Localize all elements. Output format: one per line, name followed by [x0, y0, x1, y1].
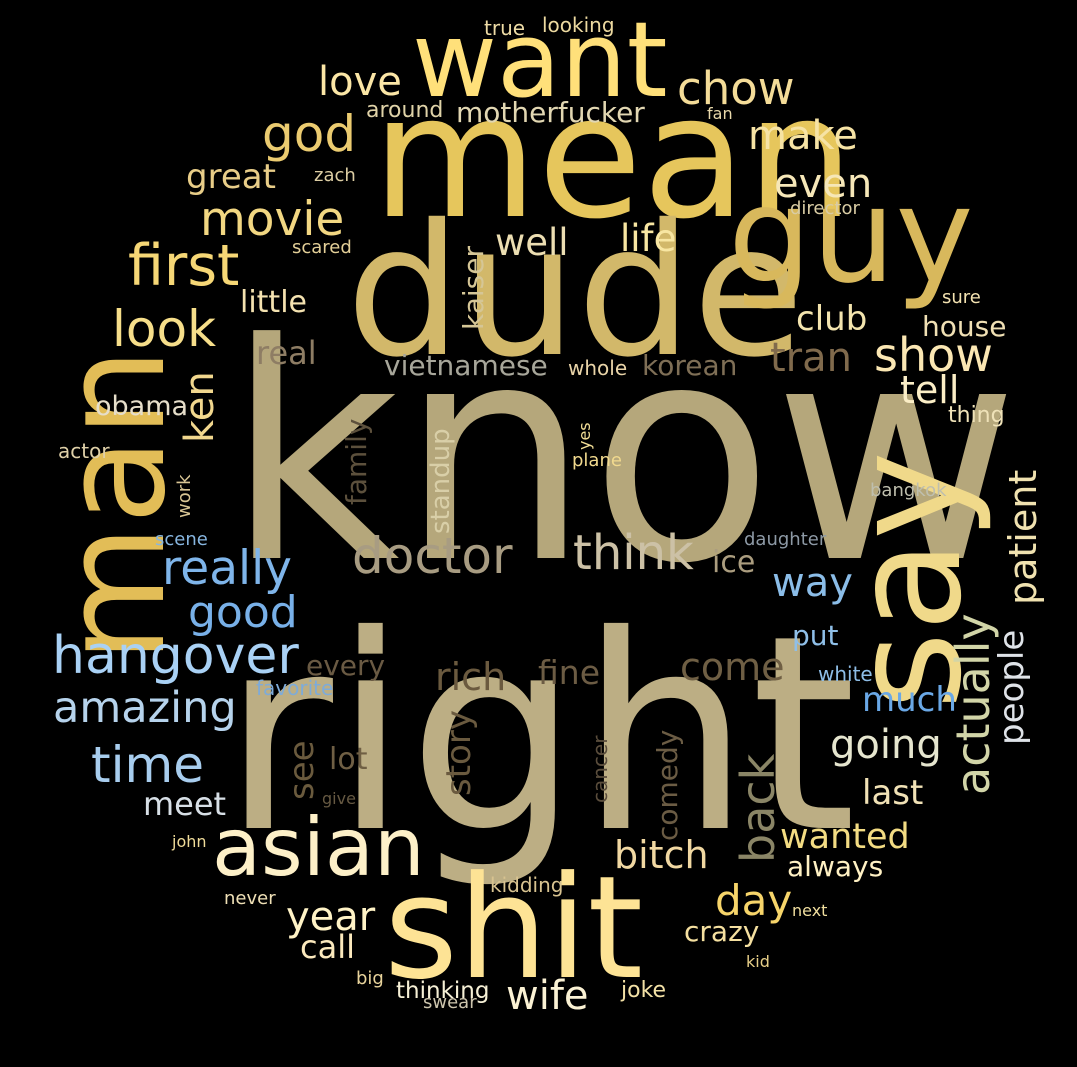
word-vietnamese: vietnamese [384, 349, 548, 382]
word-ice: ice [712, 545, 756, 580]
word-bitch: bitch [614, 833, 709, 877]
word-plane: plane [572, 450, 622, 471]
word-mean: mean [372, 59, 855, 257]
word-director: director [790, 198, 860, 219]
word-always: always [787, 850, 884, 883]
word-movie: movie [200, 192, 345, 247]
word-year: year [286, 894, 376, 940]
word-big: big [356, 968, 384, 989]
word-lot: lot [329, 742, 368, 777]
word-rich: rich [435, 655, 507, 699]
word-give: give [322, 789, 356, 808]
word-last: last [862, 773, 924, 813]
word-fan: fan [707, 104, 733, 123]
word-whole: whole [568, 356, 628, 380]
word-chow: chow [677, 62, 795, 115]
word-zach: zach [314, 165, 356, 186]
word-real: real [256, 334, 317, 372]
word-great: great [186, 157, 276, 197]
word-kid: kid [746, 952, 770, 971]
word-really: really [162, 541, 292, 596]
word-people: people [992, 629, 1032, 745]
word-sure: sure [942, 287, 981, 308]
word-love: love [318, 59, 402, 105]
word-amazing: amazing [53, 683, 237, 733]
word-call: call [300, 928, 355, 966]
word-actor: actor [58, 439, 110, 463]
word-motherfucker: motherfucker [456, 96, 645, 129]
word-scene: scene [155, 529, 208, 550]
word-shit: shit [384, 846, 644, 1011]
word-bangkok: bangkok [870, 480, 947, 501]
word-good: good [188, 587, 298, 638]
word-tell: tell [900, 368, 960, 412]
word-life: life [620, 217, 677, 260]
word-guy: guy [728, 159, 974, 313]
word-well: well [495, 221, 569, 264]
word-crazy: crazy [684, 915, 760, 948]
word-back: back [731, 753, 785, 863]
word-show: show [874, 328, 993, 382]
word-john: john [172, 832, 207, 851]
word-looking: looking [542, 13, 615, 37]
word-meet: meet [143, 785, 227, 823]
word-yes: yes [575, 422, 594, 450]
word-look: look [112, 300, 217, 358]
word-cancer: cancer [588, 735, 612, 803]
word-daughter: daughter [744, 529, 827, 550]
word-day: day [715, 876, 793, 925]
word-wanted: wanted [780, 817, 910, 857]
word-kidding: kidding [490, 873, 564, 897]
word-next: next [792, 901, 828, 920]
word-going: going [830, 722, 942, 768]
word-true: true [484, 16, 526, 40]
word-wife: wife [506, 973, 589, 1019]
word-god: god [262, 105, 357, 163]
word-fine: fine [538, 653, 601, 692]
word-first: first [128, 233, 240, 299]
word-thinking: thinking [396, 978, 490, 1004]
word-comedy: comedy [651, 729, 684, 841]
word-joke: joke [621, 978, 667, 1003]
word-see: see [282, 740, 322, 800]
word-korean: korean [642, 349, 738, 382]
word-doctor: doctor [352, 527, 513, 585]
word-tran: tran [770, 335, 852, 381]
word-time: time [91, 736, 204, 794]
word-much: much [862, 680, 957, 720]
word-swear: swear [423, 992, 477, 1013]
word-make: make [748, 113, 858, 159]
word-put: put [792, 619, 839, 652]
word-every: every [306, 649, 386, 682]
word-club: club [796, 299, 868, 339]
word-dude: dude [346, 185, 805, 397]
word-house: house [922, 310, 1007, 343]
word-little: little [240, 285, 307, 320]
word-white: white [818, 662, 873, 686]
word-want: want [412, 0, 668, 121]
word-way: way [772, 560, 853, 606]
word-thing: thing [948, 403, 1005, 428]
word-come: come [680, 645, 785, 689]
word-kaiser: kaiser [457, 246, 490, 330]
word-work: work [174, 474, 195, 518]
word-asian: asian [212, 801, 425, 894]
word-never: never [224, 888, 276, 909]
word-even: even [774, 161, 873, 207]
word-right: right [222, 577, 857, 892]
word-around: around [366, 98, 444, 123]
word-know: know [226, 280, 1019, 629]
word-family: family [340, 418, 373, 505]
word-hangover: hangover [52, 626, 299, 686]
word-think: think [573, 525, 694, 581]
word-story: story [439, 710, 479, 796]
word-scared: scared [292, 237, 352, 258]
word-obama: obama [95, 391, 189, 422]
word-patient: patient [1001, 469, 1045, 605]
word-standup: standup [426, 428, 456, 534]
word-favorite: favorite [256, 676, 334, 700]
